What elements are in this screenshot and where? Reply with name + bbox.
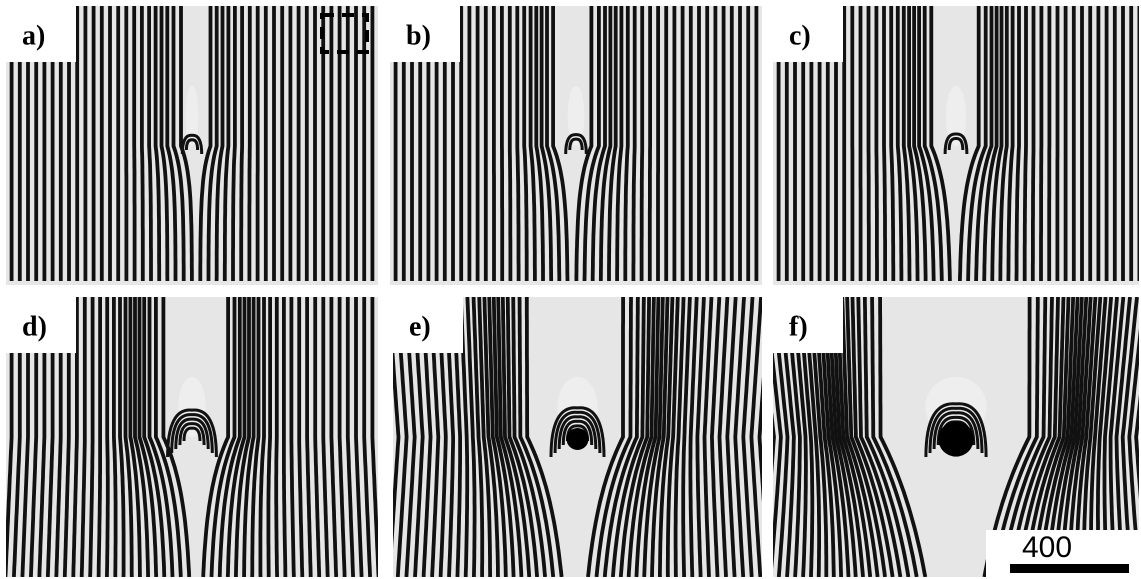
fringe	[510, 6, 511, 281]
fringe	[99, 297, 101, 577]
defect-core	[938, 421, 973, 456]
fringe	[276, 297, 277, 577]
fringe	[149, 6, 151, 281]
fringe	[642, 6, 643, 281]
fringe	[381, 297, 387, 577]
fringe	[268, 297, 270, 577]
fringe	[284, 297, 286, 577]
scale-bar-label: 400	[1022, 531, 1072, 564]
fringe	[142, 6, 143, 281]
figure: a) b) c) d) e) f) 400	[0, 0, 1141, 579]
fringe	[241, 6, 242, 281]
panel-label: f)	[789, 311, 808, 342]
fringe	[517, 6, 518, 281]
defect-core	[567, 428, 589, 450]
panel-label: c)	[789, 20, 811, 51]
panel-label: a)	[22, 20, 45, 51]
fringe	[0, 297, 3, 577]
fringe	[1025, 6, 1026, 281]
fringe	[1033, 6, 1034, 281]
fringe	[633, 6, 634, 281]
fringe	[107, 297, 108, 577]
fringe	[876, 6, 877, 281]
fringe	[884, 6, 885, 281]
fringe	[114, 297, 116, 577]
scale-bar	[1010, 564, 1129, 573]
panel-label: b)	[406, 20, 431, 51]
fringe	[891, 6, 893, 281]
panel-label: d)	[22, 311, 47, 342]
panels: a) b) c) d) e) f)	[0, 6, 1141, 577]
fringe	[380, 297, 390, 577]
fringe	[233, 6, 235, 281]
panel-label: e)	[409, 311, 431, 342]
label-background	[773, 297, 843, 353]
